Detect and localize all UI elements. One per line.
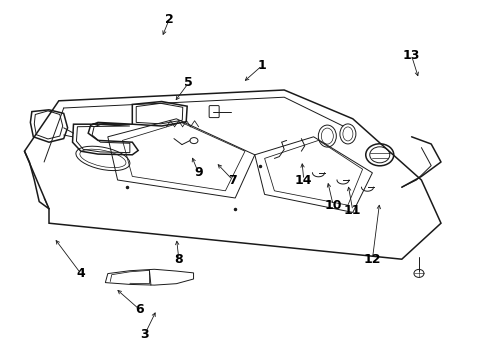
Text: 2: 2	[165, 13, 173, 26]
Text: 3: 3	[140, 328, 149, 341]
Text: 10: 10	[324, 199, 342, 212]
Text: 13: 13	[403, 49, 420, 62]
Text: 7: 7	[228, 174, 237, 186]
Text: 4: 4	[76, 267, 85, 280]
Text: 12: 12	[364, 253, 381, 266]
Text: 5: 5	[184, 76, 193, 89]
Text: 8: 8	[174, 253, 183, 266]
Text: 11: 11	[344, 204, 362, 217]
Text: 6: 6	[135, 303, 144, 316]
Text: 9: 9	[194, 166, 203, 179]
Text: 1: 1	[258, 59, 267, 72]
Text: 14: 14	[295, 174, 313, 186]
